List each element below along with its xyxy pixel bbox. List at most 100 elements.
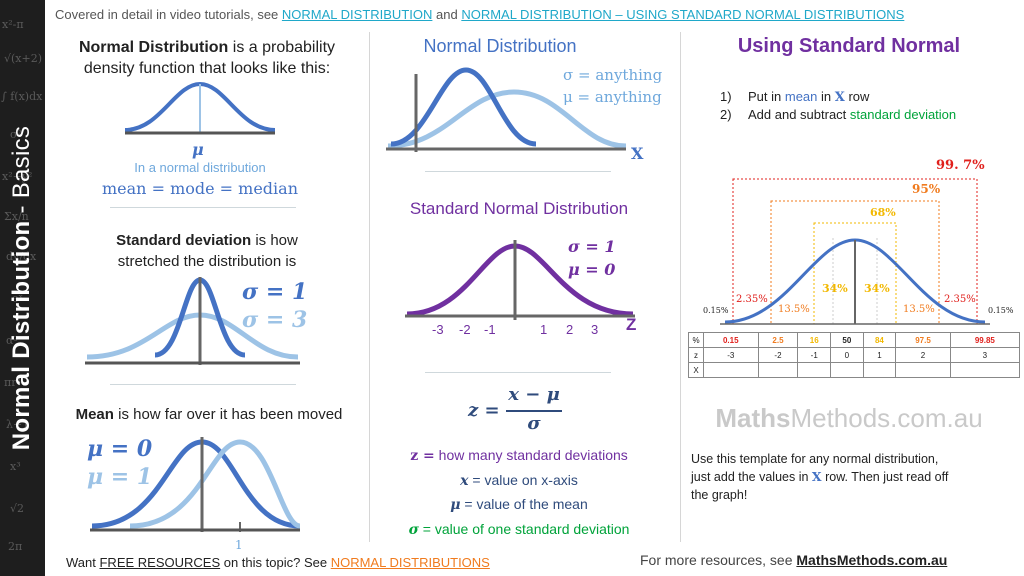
x-axis-label: X	[631, 144, 644, 163]
z-tick: -2	[459, 322, 471, 337]
label-68: 68%	[870, 206, 896, 219]
heading-text: is how far over it has been moved	[113, 406, 343, 423]
label-34-right: 34%	[864, 282, 890, 295]
top-note: Covered in detail in video tutorials, se…	[55, 7, 904, 22]
section-divider	[425, 171, 611, 172]
table-cell[interactable]	[949, 362, 1021, 378]
step-text: in	[817, 89, 835, 104]
section-divider	[110, 207, 296, 208]
heading-text: is how	[251, 232, 298, 249]
heading-text-2: stretched the distribution is	[117, 253, 297, 270]
sidebar-math-text: x³	[10, 460, 21, 473]
sidebar-math-text: x²-π	[2, 18, 24, 31]
top-note-prefix: Covered in detail in video tutorials, se…	[55, 7, 282, 22]
row-label: z	[688, 347, 704, 363]
template-table: % 0.15 2.5 16 50 84 97.5 99.85 z -3 -2 -…	[688, 332, 1021, 378]
heading-normal-distribution: Normal Distribution	[78, 39, 229, 56]
heading-mean: Mean	[75, 406, 114, 423]
row-label: %	[688, 332, 704, 348]
table-cell[interactable]	[895, 362, 951, 378]
sigma-3-label: σ = 3	[242, 307, 308, 333]
mean-mode-median: mean = mode = median	[102, 179, 298, 198]
def-mu: μ = value of the mean	[380, 496, 658, 513]
note-line: just add the values in	[691, 470, 812, 484]
sidebar-math-text: x²+y²	[2, 170, 33, 183]
def-symbol: z =	[410, 448, 435, 464]
step-text: Add and subtract	[748, 107, 850, 122]
step-highlight: mean	[784, 89, 818, 104]
sigma-1-std: σ = 1	[568, 237, 616, 256]
label-0-15-right: 0.15%	[988, 306, 1014, 315]
mu-1-label: μ = 1	[87, 464, 153, 490]
label-0-15-left: 0.15%	[703, 306, 729, 315]
step-2: 2) Add and subtract standard deviation	[720, 107, 956, 122]
link-standard-normal-video[interactable]: NORMAL DISTRIBUTION – USING STANDARD NOR…	[461, 7, 905, 22]
def-symbol: x	[460, 473, 469, 489]
formula-denominator: σ	[527, 413, 541, 434]
link-normal-distributions[interactable]: NORMAL DISTRIBUTIONS	[330, 555, 490, 570]
template-note: Use this template for any normal distrib…	[691, 450, 1016, 504]
note-x: X	[811, 469, 822, 484]
mean-shift-chart	[90, 437, 301, 532]
formula-numerator: x − μ	[508, 384, 560, 405]
sidebar-math-text: eˣ	[12, 292, 24, 305]
table-cell: 84	[862, 332, 897, 348]
tick-label-1: 1	[235, 538, 243, 552]
heading-text-2: density function that looks like this:	[83, 60, 331, 77]
side-title-rest: - Basics	[8, 125, 35, 221]
label-13-5-right: 13.5%	[903, 304, 935, 315]
mu-label: μ	[192, 140, 204, 159]
note-line: Use this template for any normal distrib…	[691, 452, 939, 466]
note-line: the graph!	[691, 488, 748, 502]
label-95: 95%	[912, 182, 941, 196]
sidebar-math-text: πr²	[4, 376, 21, 389]
column-divider	[680, 32, 681, 542]
sidebar-math-text: Σx/n	[4, 210, 29, 223]
step-number: 2)	[720, 107, 732, 122]
col2-title-normal: Normal Distribution	[423, 36, 577, 56]
bell-curve-basic	[124, 81, 276, 135]
z-tick: -3	[432, 322, 444, 337]
table-cell: -1	[797, 347, 832, 363]
label-99-7: 99. 7%	[936, 158, 985, 173]
empirical-rule-chart	[720, 178, 990, 325]
sidebar: x²-π √(x+2) ∫ f(x)dx σ² x²+y² Σx/n dy/dx…	[0, 0, 45, 576]
mu-0-std: μ = 0	[568, 260, 616, 279]
link-mathsmethods[interactable]: MathsMethods.com.au	[796, 552, 948, 568]
def-text: = value on x-axis	[468, 472, 578, 488]
sidebar-math-text: 2π	[8, 540, 23, 553]
table-row-z: z -3 -2 -1 0 1 2 3	[688, 347, 1021, 363]
def-z: z = how many standard deviations	[380, 447, 658, 464]
col1-sec1-heading: Normal Distribution is a probability den…	[52, 37, 362, 79]
label-13-5-left: 13.5%	[778, 304, 810, 315]
col1-sec3-heading: Mean is how far over it has been moved	[50, 406, 368, 423]
sidebar-math-text: σ²	[10, 128, 22, 141]
link-normal-distribution[interactable]: NORMAL DISTRIBUTION	[281, 7, 433, 22]
step-text: Put in	[748, 89, 785, 104]
table-cell: 16	[797, 332, 832, 348]
label-2-35-right: 2.35%	[944, 294, 976, 305]
table-cell: 1	[862, 347, 897, 363]
table-cell: 99.85	[949, 332, 1021, 348]
table-cell: 50	[830, 332, 864, 348]
table-cell: 0.15	[703, 332, 759, 348]
table-cell[interactable]	[797, 362, 832, 378]
table-cell[interactable]	[862, 362, 897, 378]
sidebar-math-text: √2	[10, 502, 25, 515]
label-2-35-left: 2.35%	[736, 294, 768, 305]
bottom-text: on this topic? See	[220, 555, 331, 570]
z-tick: -1	[484, 322, 496, 337]
table-cell[interactable]	[830, 362, 864, 378]
table-cell[interactable]	[757, 362, 799, 378]
table-cell: 97.5	[895, 332, 951, 348]
side-title-bold: Normal Distribution	[8, 220, 35, 451]
watermark-bold: Maths	[715, 403, 791, 433]
table-cell[interactable]	[703, 362, 759, 378]
def-symbol: μ	[450, 497, 461, 513]
label-34-left: 34%	[822, 282, 848, 295]
section-divider	[110, 384, 296, 385]
bottom-text: For more resources, see	[640, 552, 797, 568]
standard-normal-chart	[405, 240, 635, 320]
table-row-percent: % 0.15 2.5 16 50 84 97.5 99.85	[688, 332, 1021, 348]
bottom-left-note: Want FREE RESOURCES on this topic? See N…	[66, 555, 490, 570]
